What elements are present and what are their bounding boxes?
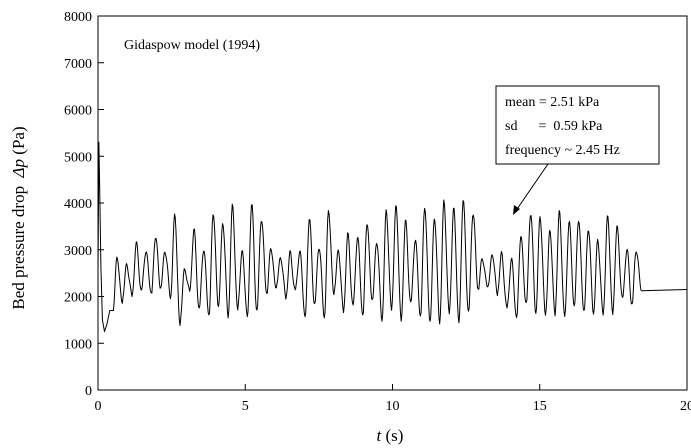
y-tick-label: 5000 [64,150,92,165]
stats-frequency: frequency ~ 2.45 Hz [505,143,620,158]
stats-box-frame [495,85,660,165]
model-annotation: Gidaspow model (1994) [124,38,260,53]
series-line-pressure-drop [97,141,688,333]
y-axis-title-unit: (Pa) [9,126,28,159]
y-tick-label: 8000 [64,10,92,25]
x-tick-label: 20 [680,399,691,414]
stats-box: mean = 2.51 kPa sd = 0.59 kPa frequency … [495,85,660,215]
y-axis-title-prefix: Bed pressure drop [9,177,28,309]
axis-ticks: 0 1000 2000 3000 4000 5000 6000 7000 8000 0 5 10 15 2… [64,10,691,414]
x-axis-title-unit: (s) [381,426,403,445]
y-tick-label: 3000 [64,244,92,259]
y-tick-label: 2000 [64,291,92,306]
x-tick-label: 15 [533,399,547,414]
stats-arrow-line [514,163,549,213]
y-axis-title-var: Δp [9,159,28,178]
series-group [97,141,688,333]
x-axis-title-var: t [377,426,383,445]
x-tick-label: 0 [95,399,102,414]
x-tick-label: 10 [386,399,400,414]
y-tick-label: 1000 [64,337,92,352]
stats-arrow-head [513,205,520,215]
plot-area-border [97,15,688,391]
stats-sd: sd = 0.59 kPa [505,119,603,134]
x-tick-label: 5 [242,399,249,414]
y-tick-label: 0 [85,384,92,399]
stats-mean: mean = 2.51 kPa [505,95,600,110]
y-tick-label: 6000 [64,104,92,119]
y-tick-label: 4000 [64,197,92,212]
y-axis-title: Bed pressure drop Δp (Pa) [9,126,28,309]
y-tick-label: 7000 [64,57,92,72]
x-axis-title: t (s) [377,426,404,445]
plot-frame [97,15,688,391]
